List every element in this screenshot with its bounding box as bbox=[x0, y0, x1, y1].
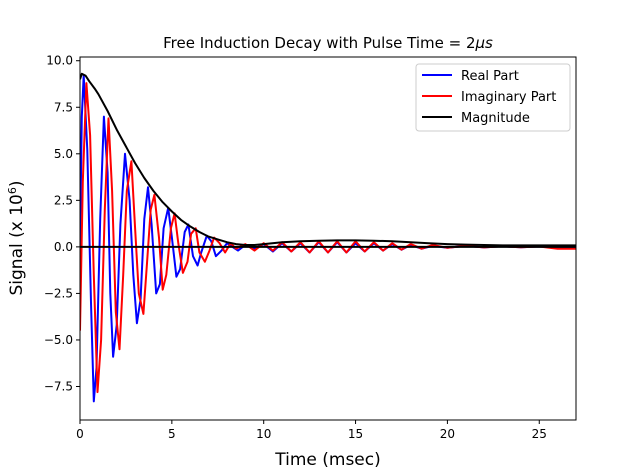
legend-entries: Real Part Imaginary Part Magnitude bbox=[422, 69, 556, 126]
legend: Real Part Imaginary Part Magnitude bbox=[415, 63, 571, 132]
x-tick-label: 10 bbox=[256, 427, 271, 441]
series-layer bbox=[80, 72, 576, 403]
y-tick-label: −7.5 bbox=[44, 379, 73, 393]
y-tick-label: 0.0 bbox=[54, 240, 73, 254]
legend-box bbox=[415, 63, 571, 132]
y-axis-label-suffix: ) bbox=[7, 181, 27, 188]
y-axis-ticks: −7.5 −5.0 −2.5 0.0 2.5 5.0 7.5 10.0 bbox=[44, 54, 80, 393]
y-tick-label: −2.5 bbox=[44, 286, 73, 300]
y-axis-label: Signal (x 106) bbox=[6, 181, 28, 296]
plot-frame bbox=[79, 56, 577, 421]
series-line-imaginary-part bbox=[80, 82, 576, 394]
x-axis-label: Time (msec) bbox=[274, 450, 381, 470]
x-axis-ticks: 0 5 10 15 20 25 bbox=[76, 420, 547, 441]
x-tick-label: 15 bbox=[348, 427, 363, 441]
y-tick-label: 10.0 bbox=[46, 54, 73, 68]
y-axis-label-prefix: Signal (x 10 bbox=[7, 194, 27, 295]
series-line-magnitude bbox=[80, 72, 576, 247]
y-tick-label: −5.0 bbox=[44, 333, 73, 347]
x-tick-label: 0 bbox=[76, 427, 84, 441]
y-tick-label: 7.5 bbox=[54, 100, 73, 114]
chart-title: Free Induction Decay with Pulse Time = 2… bbox=[163, 34, 493, 52]
y-tick-label: 5.0 bbox=[54, 147, 73, 161]
x-tick-label: 20 bbox=[440, 427, 455, 441]
x-tick-label: 25 bbox=[532, 427, 547, 441]
y-tick-label: 2.5 bbox=[54, 193, 73, 207]
legend-label: Imaginary Part bbox=[461, 90, 556, 105]
legend-label: Magnitude bbox=[461, 111, 530, 126]
chart-title-prefix: Free Induction Decay with Pulse Time = 2 bbox=[163, 34, 475, 52]
x-tick-label: 5 bbox=[168, 427, 176, 441]
chart-title-math: μs bbox=[475, 34, 494, 52]
legend-label: Real Part bbox=[461, 69, 519, 84]
y-axis-label-exponent: 6 bbox=[6, 187, 19, 194]
